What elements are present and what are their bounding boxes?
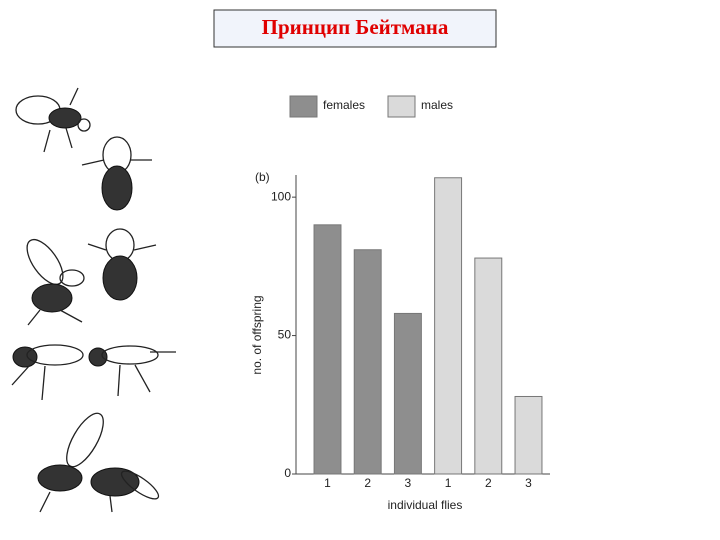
y-tick-label: 50	[278, 328, 292, 342]
y-tick-label: 0	[284, 466, 291, 480]
legend-label: females	[323, 98, 365, 112]
x-axis-label: individual flies	[388, 498, 463, 512]
bar	[474, 257, 503, 475]
y-tick-label: 100	[271, 189, 291, 203]
x-tick-label: 1	[445, 476, 452, 490]
bar	[353, 249, 382, 475]
legend-label: males	[421, 98, 453, 112]
bar	[393, 312, 422, 475]
x-tick-label: 3	[525, 476, 532, 490]
x-tick-label: 3	[405, 476, 412, 490]
slide-title: Принцип Бейтмана	[262, 15, 449, 39]
x-tick-label: 2	[485, 476, 492, 490]
bar	[313, 224, 342, 475]
x-tick-label: 2	[364, 476, 371, 490]
fly-illustrations	[11, 87, 176, 513]
panel-label: (b)	[255, 170, 270, 184]
y-axis-label: no. of offspring	[250, 295, 264, 374]
title-box	[213, 9, 497, 48]
bar	[514, 395, 543, 475]
legend-swatch	[387, 95, 416, 118]
bar	[434, 177, 463, 475]
x-tick-label: 1	[324, 476, 331, 490]
legend-swatch	[289, 95, 318, 118]
